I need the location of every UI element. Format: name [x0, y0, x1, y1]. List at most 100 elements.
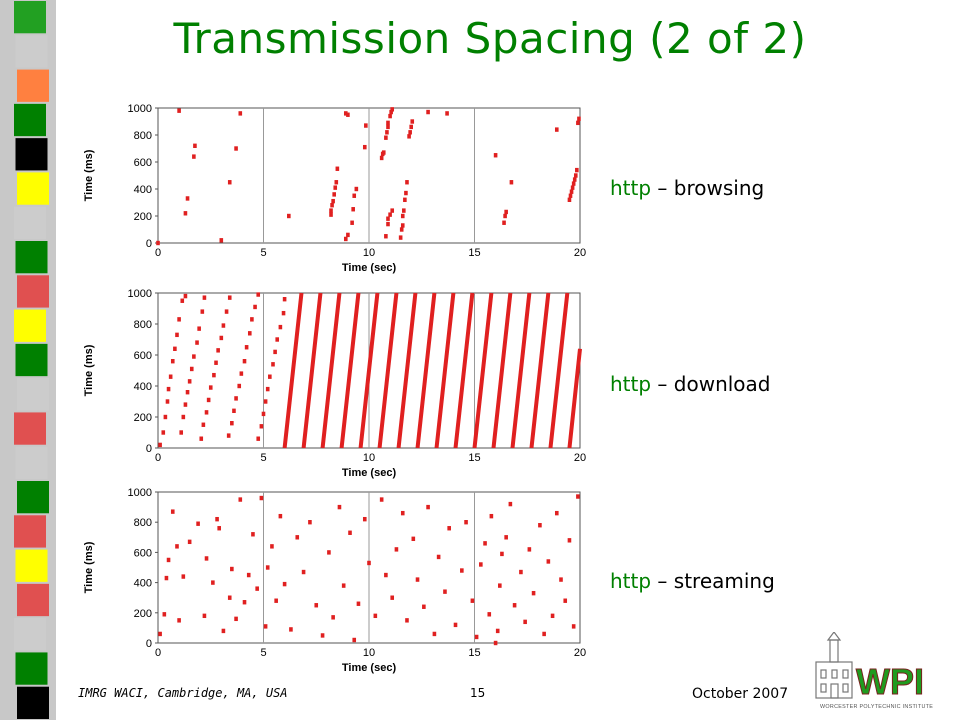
- data-point: [327, 550, 331, 555]
- data-point: [256, 292, 261, 297]
- data-point: [346, 232, 350, 238]
- data-point: [348, 530, 352, 535]
- data-streak: [510, 292, 532, 449]
- side-bar-block: [17, 172, 49, 205]
- data-point: [356, 601, 361, 606]
- data-point: [175, 332, 179, 338]
- data-point: [443, 589, 447, 594]
- y-axis-label: Time (ms): [83, 541, 95, 593]
- data-point: [161, 430, 166, 435]
- data-point: [244, 345, 249, 350]
- data-point: [195, 340, 199, 345]
- data-point: [504, 209, 508, 215]
- data-point: [385, 130, 389, 135]
- side-bar-block: [15, 549, 48, 582]
- data-point: [546, 559, 551, 564]
- data-point: [388, 113, 392, 119]
- data-point: [177, 618, 181, 623]
- y-tick-label: 800: [134, 517, 152, 529]
- data-point: [531, 590, 536, 596]
- y-tick-label: 0: [146, 238, 152, 250]
- data-point: [571, 624, 576, 629]
- data-point: [270, 544, 274, 549]
- y-tick-label: 800: [134, 130, 152, 142]
- data-point: [265, 386, 270, 392]
- y-tick-label: 0: [146, 638, 152, 650]
- data-point: [187, 539, 192, 545]
- data-point: [278, 513, 283, 519]
- data-point: [333, 185, 338, 190]
- data-point: [217, 526, 221, 531]
- data-point: [308, 520, 312, 525]
- y-axis-label: Time (ms): [83, 149, 95, 201]
- side-bar-block: [17, 481, 49, 514]
- x-tick-label: 20: [574, 452, 586, 464]
- data-point: [219, 238, 224, 243]
- data-point: [329, 212, 333, 217]
- data-point: [381, 150, 386, 155]
- data-point: [180, 298, 185, 303]
- data-streak: [358, 292, 380, 449]
- data-point: [199, 436, 204, 441]
- data-point: [275, 337, 280, 342]
- data-point: [362, 516, 367, 522]
- data-point: [410, 119, 415, 124]
- x-tick-label: 20: [574, 647, 586, 659]
- side-bar-block: [15, 446, 48, 479]
- data-point: [234, 396, 238, 401]
- data-point: [206, 397, 211, 403]
- data-point: [238, 111, 243, 116]
- data-point: [386, 124, 390, 130]
- data-streak: [529, 292, 551, 449]
- data-point: [512, 603, 517, 608]
- data-point: [394, 547, 399, 552]
- x-tick-label: 0: [155, 647, 161, 659]
- x-tick-label: 5: [260, 452, 266, 464]
- data-point: [402, 208, 406, 213]
- data-point: [523, 619, 527, 625]
- data-point: [179, 430, 184, 435]
- data-point: [559, 577, 563, 582]
- data-point: [202, 613, 207, 619]
- data-point: [251, 532, 255, 537]
- data-point: [542, 631, 546, 637]
- data-point: [415, 577, 420, 582]
- data-point: [189, 366, 194, 372]
- data-point: [320, 633, 325, 638]
- building-icon: [815, 632, 853, 699]
- data-point: [335, 166, 340, 171]
- label-protocol: http: [610, 176, 652, 200]
- y-tick-label: 600: [134, 350, 152, 362]
- data-point: [185, 196, 190, 201]
- data-point: [489, 513, 494, 519]
- data-point: [408, 130, 412, 135]
- data-point: [470, 598, 475, 603]
- data-point: [239, 371, 244, 376]
- data-point: [538, 523, 542, 528]
- side-bar-block: [14, 309, 46, 342]
- x-tick-label: 20: [574, 247, 586, 259]
- data-point: [196, 521, 200, 526]
- data-point: [237, 383, 242, 389]
- label-kind: – streaming: [651, 569, 775, 593]
- data-point: [341, 583, 346, 588]
- data-point: [502, 220, 506, 225]
- x-tick-label: 15: [468, 452, 480, 464]
- data-streak: [548, 292, 570, 449]
- data-point: [386, 216, 390, 221]
- data-point: [405, 180, 409, 185]
- data-point: [569, 189, 574, 194]
- data-point: [181, 574, 186, 579]
- data-point: [261, 411, 266, 417]
- data-point: [426, 504, 430, 510]
- y-tick-label: 200: [134, 412, 152, 424]
- data-point: [224, 309, 229, 314]
- data-point: [242, 600, 247, 605]
- x-tick-label: 10: [363, 647, 375, 659]
- data-point: [183, 211, 188, 216]
- data-point: [379, 155, 384, 161]
- data-point: [314, 603, 319, 608]
- data-point: [504, 535, 508, 540]
- data-point: [554, 510, 559, 516]
